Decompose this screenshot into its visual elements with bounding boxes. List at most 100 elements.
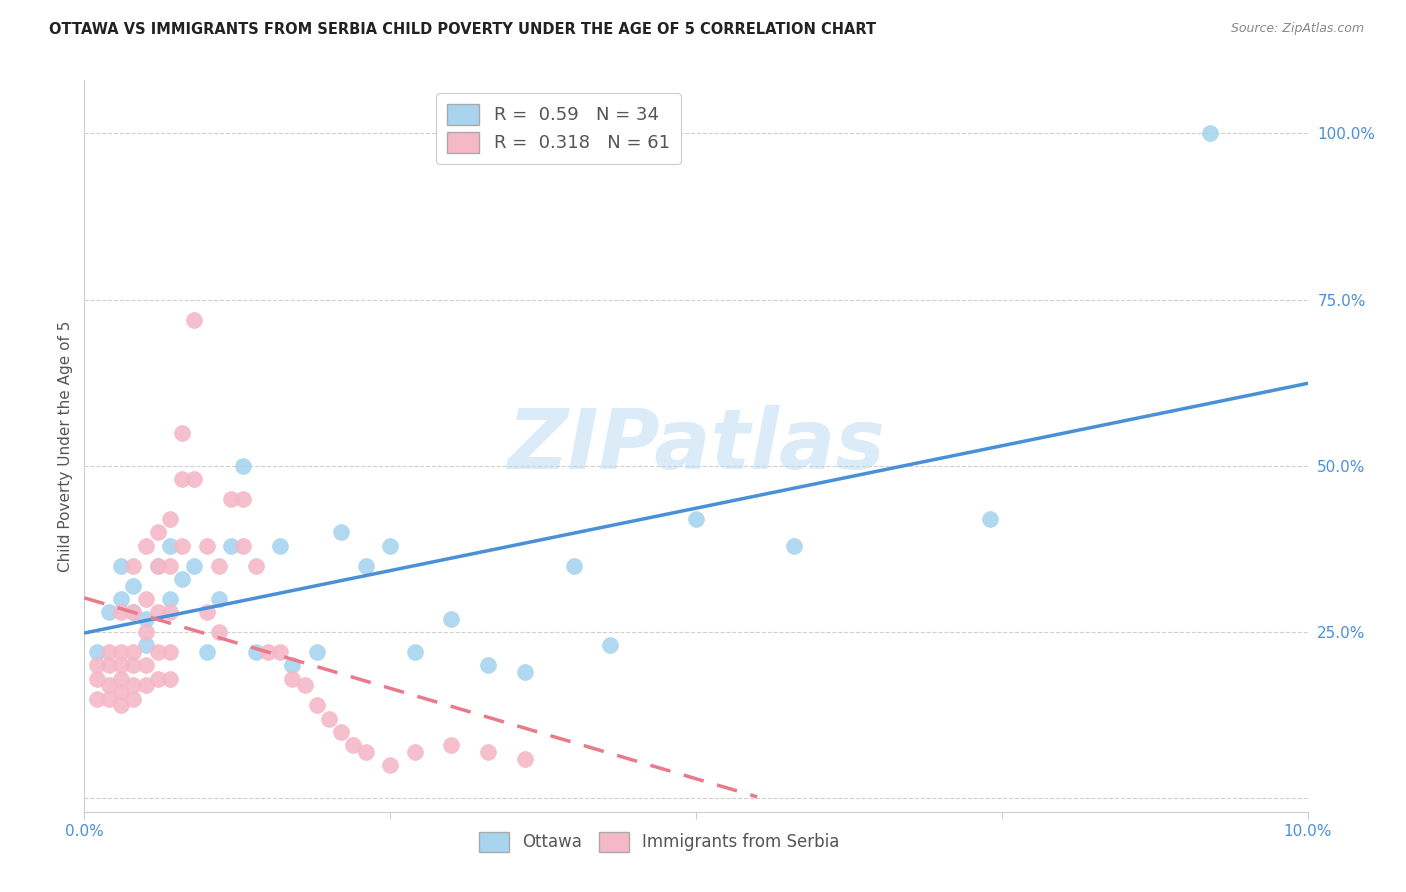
Point — [183, 472, 205, 486]
Point — [330, 725, 353, 739]
Point — [135, 678, 157, 692]
Point — [477, 745, 499, 759]
Point — [195, 645, 218, 659]
Point — [245, 645, 267, 659]
Point — [318, 712, 340, 726]
Point — [122, 605, 145, 619]
Point — [159, 645, 181, 659]
Point — [172, 572, 194, 586]
Point — [219, 492, 242, 507]
Point — [135, 658, 157, 673]
Text: Source: ZipAtlas.com: Source: ZipAtlas.com — [1230, 22, 1364, 36]
Point — [979, 512, 1001, 526]
Point — [183, 558, 205, 573]
Point — [330, 525, 353, 540]
Point — [513, 665, 536, 679]
Point — [159, 591, 181, 606]
Point — [122, 658, 145, 673]
Point — [97, 658, 120, 673]
Point — [232, 458, 254, 473]
Point — [97, 678, 120, 692]
Point — [159, 672, 181, 686]
Point — [404, 645, 426, 659]
Point — [159, 605, 181, 619]
Point — [97, 691, 120, 706]
Point — [122, 678, 145, 692]
Point — [208, 625, 231, 640]
Point — [513, 751, 536, 765]
Point — [86, 691, 108, 706]
Point — [281, 672, 304, 686]
Point — [135, 639, 157, 653]
Point — [219, 539, 242, 553]
Point — [110, 672, 132, 686]
Point — [354, 558, 377, 573]
Point — [86, 672, 108, 686]
Point — [146, 558, 169, 573]
Point — [232, 539, 254, 553]
Point — [110, 685, 132, 699]
Point — [269, 539, 291, 553]
Point — [245, 558, 267, 573]
Point — [159, 512, 181, 526]
Point — [380, 758, 402, 772]
Point — [86, 658, 108, 673]
Point — [86, 645, 108, 659]
Point — [195, 539, 218, 553]
Point — [135, 591, 157, 606]
Point — [97, 605, 120, 619]
Text: ZIPatlas: ZIPatlas — [508, 406, 884, 486]
Point — [146, 605, 169, 619]
Point — [122, 558, 145, 573]
Point — [685, 512, 707, 526]
Point — [599, 639, 621, 653]
Point — [146, 672, 169, 686]
Point — [110, 558, 132, 573]
Point — [122, 605, 145, 619]
Point — [305, 698, 328, 713]
Point — [208, 558, 231, 573]
Point — [440, 738, 463, 752]
Point — [135, 612, 157, 626]
Point — [110, 591, 132, 606]
Point — [110, 698, 132, 713]
Point — [122, 579, 145, 593]
Point — [195, 605, 218, 619]
Point — [159, 558, 181, 573]
Point — [146, 525, 169, 540]
Point — [146, 645, 169, 659]
Text: OTTAWA VS IMMIGRANTS FROM SERBIA CHILD POVERTY UNDER THE AGE OF 5 CORRELATION CH: OTTAWA VS IMMIGRANTS FROM SERBIA CHILD P… — [49, 22, 876, 37]
Point — [477, 658, 499, 673]
Point — [172, 425, 194, 440]
Point — [281, 658, 304, 673]
Point — [294, 678, 316, 692]
Point — [97, 645, 120, 659]
Point — [159, 539, 181, 553]
Point — [122, 691, 145, 706]
Point — [380, 539, 402, 553]
Point — [110, 645, 132, 659]
Point — [440, 612, 463, 626]
Point — [305, 645, 328, 659]
Point — [122, 645, 145, 659]
Point — [172, 539, 194, 553]
Point — [135, 625, 157, 640]
Point — [257, 645, 280, 659]
Point — [342, 738, 364, 752]
Point — [110, 658, 132, 673]
Point — [183, 312, 205, 326]
Point — [232, 492, 254, 507]
Legend: Ottawa, Immigrants from Serbia: Ottawa, Immigrants from Serbia — [472, 826, 846, 858]
Point — [146, 558, 169, 573]
Y-axis label: Child Poverty Under the Age of 5: Child Poverty Under the Age of 5 — [58, 320, 73, 572]
Point — [135, 539, 157, 553]
Point — [1198, 127, 1220, 141]
Point — [404, 745, 426, 759]
Point — [172, 472, 194, 486]
Point — [354, 745, 377, 759]
Point — [208, 591, 231, 606]
Point — [269, 645, 291, 659]
Point — [783, 539, 806, 553]
Point — [562, 558, 585, 573]
Point — [110, 605, 132, 619]
